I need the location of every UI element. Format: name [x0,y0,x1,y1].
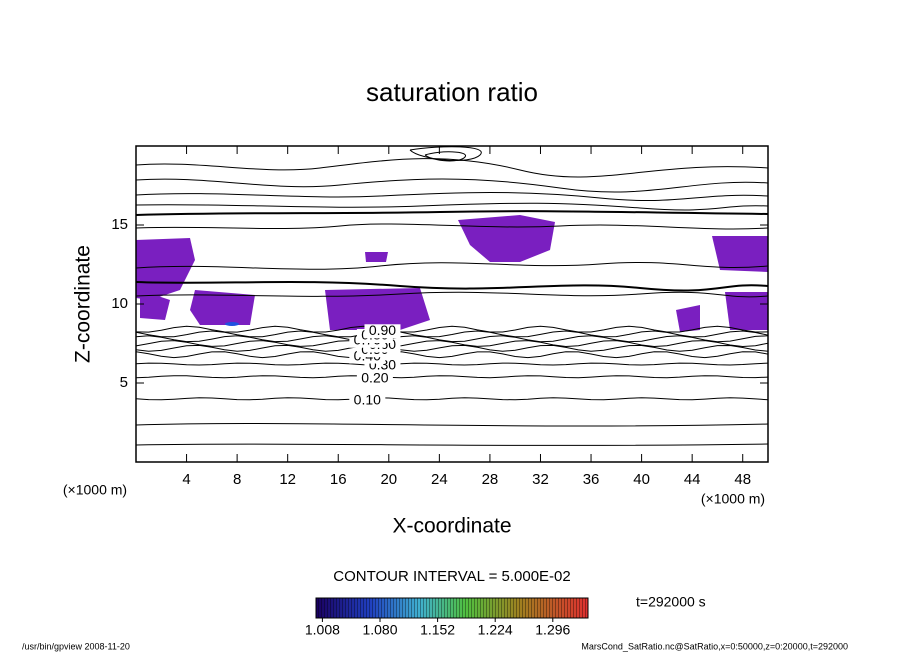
colorbar-tick-label: 1.152 [420,622,455,638]
chart-title: saturation ratio [366,77,538,107]
x-tick-label: 24 [431,471,448,488]
contour-line [136,325,768,333]
x-tick-label: 44 [684,471,701,488]
contour-label: 0.90 [369,322,396,338]
x-tick-label: 8 [233,471,241,488]
time-label: t=292000 s [636,594,706,610]
x-tick-label: 16 [330,471,347,488]
contour-label-bg [356,371,393,386]
contour-label-bg [364,324,401,339]
contour-line [136,335,768,343]
x-tick-label: 48 [734,471,751,488]
contour-line [136,340,768,348]
y-tick-label: 10 [111,295,128,312]
contour-line [136,330,768,338]
contour-line [136,397,768,401]
x-tick-label: 28 [482,471,499,488]
contour-label: 0.10 [354,392,381,408]
x-tick-label: 12 [279,471,296,488]
colorbar-tick-label: 1.008 [305,622,340,638]
contour-interval: CONTOUR INTERVAL = 5.000E-02 [333,568,570,585]
x-tick-label: 20 [380,471,397,488]
contour-line [136,375,768,379]
plot-area: 0.100.200.300.400.500.600.700.800.90 [136,146,768,446]
contour-label-bg [349,393,386,408]
colorbar-tick-label: 1.296 [535,622,570,638]
x-unit: (×1000 m) [701,491,765,507]
x-tick-label: 40 [633,471,650,488]
colorbar-tick-label: 1.080 [362,622,397,638]
y-unit: (×1000 m) [63,482,127,498]
upper-contours [136,146,768,446]
y-axis-label: Z-coordinate [72,245,95,363]
x-tick-label: 4 [182,471,190,488]
colorbar-frame [315,597,589,619]
contour-line [136,351,768,359]
contour-line [136,362,768,366]
x-tick-label: 36 [583,471,600,488]
x-tick-label: 32 [532,471,549,488]
saturated-regions [136,215,768,332]
footer-left: /usr/bin/gpview 2008-11-20 [22,641,130,651]
y-tick-label: 5 [120,374,128,391]
contours: 0.100.200.300.400.500.600.700.800.90 [136,322,768,408]
colorbar-tick-label: 1.224 [478,622,513,638]
y-tick-label: 15 [111,216,128,233]
contour-label: 0.20 [361,369,388,385]
footer-right: MarsCond_SatRatio.nc@SatRatio,x=0:50000,… [581,641,848,651]
x-axis-label: X-coordinate [392,515,511,538]
contour-line [136,344,768,352]
